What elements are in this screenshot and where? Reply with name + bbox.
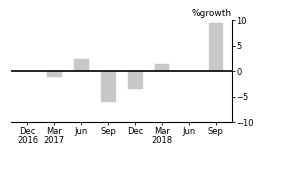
Bar (155, 64, 170, 71)
Bar (47, 71, 62, 76)
Bar (74, 59, 89, 71)
Bar (101, 71, 116, 102)
Text: %growth: %growth (192, 9, 232, 18)
Bar (209, 23, 223, 71)
Bar (128, 71, 143, 89)
